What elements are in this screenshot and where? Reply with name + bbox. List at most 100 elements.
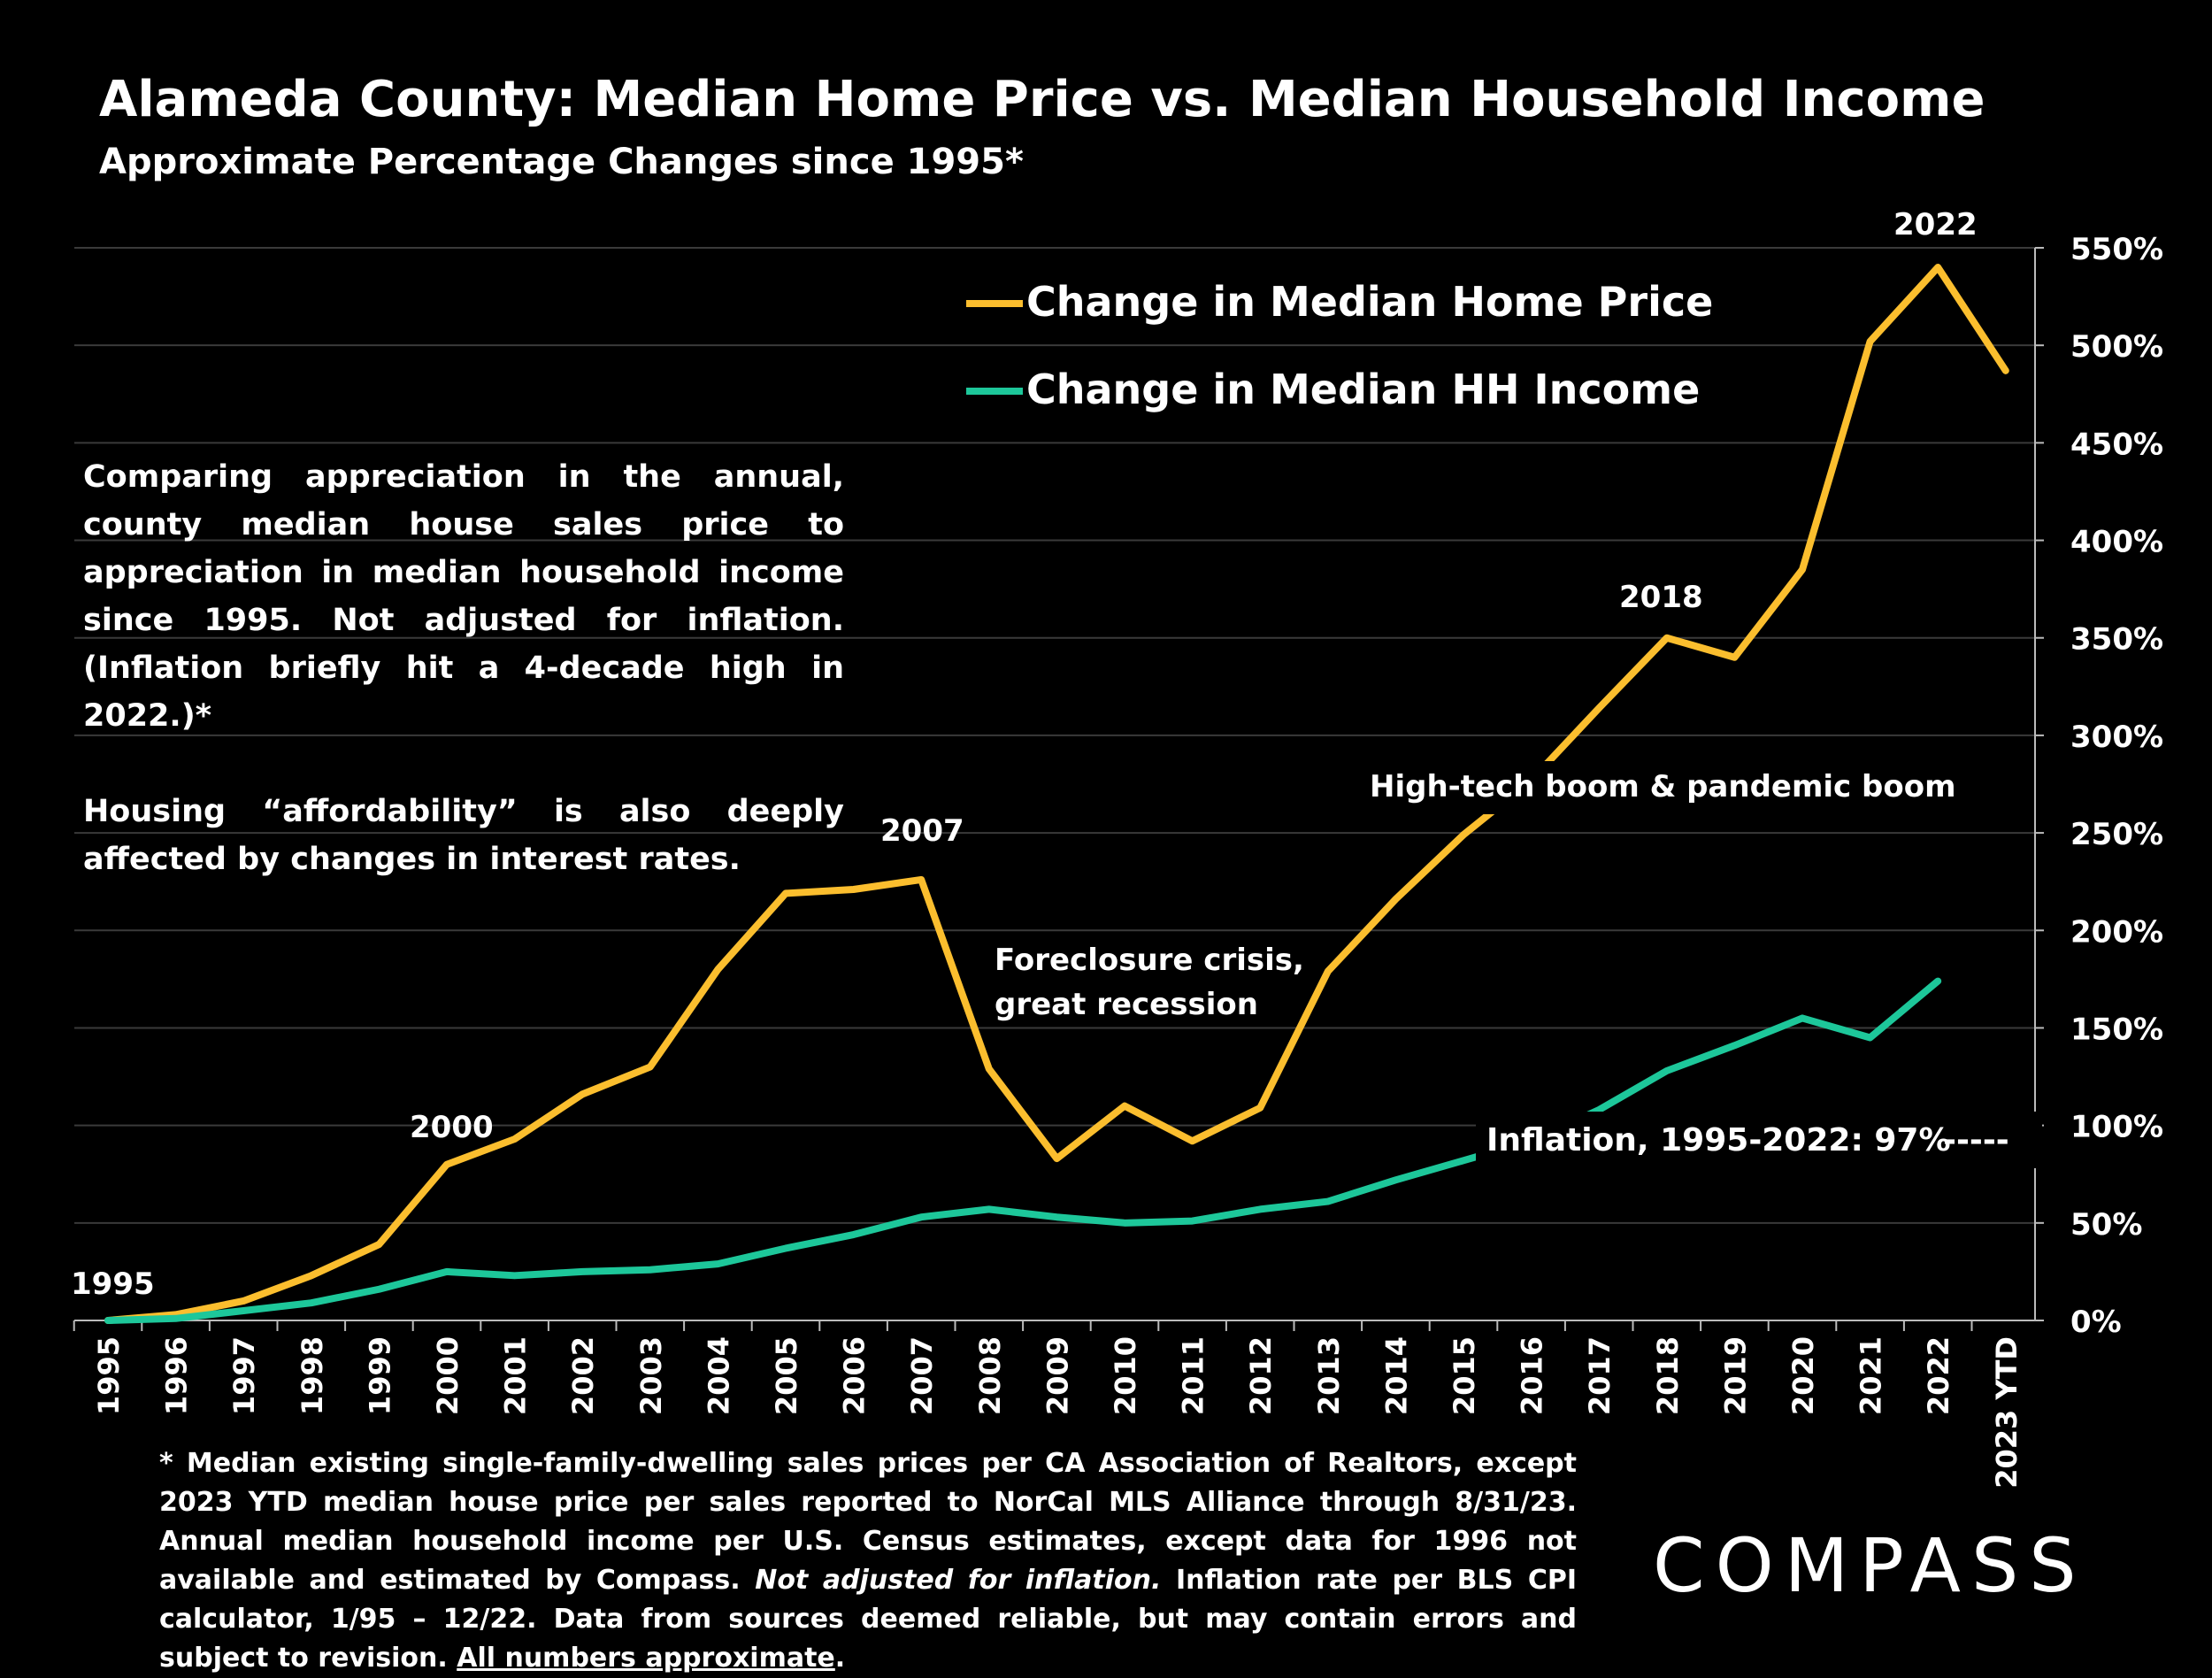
- footnote-italic: Not adjusted for inflation.: [755, 1565, 1162, 1596]
- data-point: [1257, 1206, 1263, 1212]
- data-point: [1663, 635, 1670, 641]
- data-point: [1122, 1103, 1127, 1109]
- data-point: [1732, 654, 1738, 660]
- y-tick-labels: 0% 50% 100% 150% 200% 250% 300% 350% 400% 450% 500…: [2070, 232, 2163, 1340]
- data-point: [376, 1286, 382, 1292]
- data-point: [986, 1206, 992, 1212]
- data-point: [918, 1214, 925, 1220]
- x-tick-label: 2020: [1786, 1336, 1820, 1415]
- page-subtitle: Approximate Percentage Changes since 199…: [99, 142, 1024, 182]
- annotation-2007: 2007: [880, 813, 964, 849]
- y-tick-label: 200%: [2070, 914, 2163, 950]
- chart-legend: Change in Median Home Price Change in Me…: [966, 278, 1713, 413]
- data-point: [173, 1315, 179, 1321]
- data-point: [1935, 978, 1941, 984]
- data-point: [1257, 1105, 1263, 1111]
- x-tick-label: 2011: [1177, 1336, 1210, 1415]
- y-tick-label: 500%: [2070, 329, 2163, 365]
- data-point: [647, 1064, 653, 1070]
- data-point: [308, 1273, 314, 1279]
- x-tick-label: 2001: [499, 1336, 533, 1415]
- x-tick-label: 2007: [905, 1336, 939, 1415]
- data-point: [241, 1297, 247, 1304]
- x-tick-label: 2015: [1448, 1336, 1481, 1415]
- footnote: * Median existing single-family-dwelling…: [159, 1444, 1577, 1678]
- data-point: [1800, 566, 1805, 573]
- x-tick-label: 2021: [1855, 1336, 1888, 1415]
- x-tick-label: 2003: [634, 1336, 668, 1415]
- data-point: [511, 1136, 518, 1143]
- data-point: [1596, 1107, 1602, 1113]
- data-point: [2002, 367, 2008, 373]
- annotation-2022: 2022: [1893, 207, 1978, 242]
- data-point: [783, 1245, 788, 1251]
- data-point: [1663, 1067, 1670, 1074]
- annotation-inflation: Inflation, 1995-2022: 97%: [1486, 1122, 1951, 1158]
- legend-label-hh-income: Change in Median HH Income: [1026, 366, 1700, 413]
- x-tick-label: 2023 YTD: [1990, 1336, 2024, 1489]
- footnote-end: .: [834, 1643, 846, 1674]
- data-point: [580, 1268, 586, 1274]
- footnote-underlined: All numbers approximate: [457, 1643, 835, 1674]
- gridlines: [74, 247, 2035, 1224]
- x-tick-label: 2000: [431, 1336, 465, 1415]
- data-point: [647, 1266, 653, 1273]
- y-tick-label: 550%: [2070, 232, 2163, 267]
- x-tick-label: 1997: [227, 1336, 261, 1415]
- data-point: [850, 1232, 856, 1238]
- note-paragraph-1: Comparing appreciation in the annual, co…: [83, 459, 844, 734]
- data-point: [1596, 705, 1602, 712]
- x-tick-label: 2016: [1516, 1336, 1549, 1415]
- y-tick-label: 50%: [2070, 1207, 2142, 1243]
- data-point: [511, 1273, 518, 1279]
- x-tick-label: 2002: [566, 1336, 600, 1415]
- y-tick-label: 400%: [2070, 525, 2163, 560]
- annotation-boom: High-tech boom & pandemic boom: [1370, 769, 1956, 804]
- data-point: [1122, 1220, 1127, 1226]
- x-tick-label: 2004: [702, 1336, 735, 1415]
- annotation-2000: 2000: [410, 1110, 494, 1145]
- legend-label-home-price: Change in Median Home Price: [1026, 278, 1713, 326]
- data-point: [580, 1091, 586, 1097]
- data-point: [1189, 1138, 1195, 1144]
- footnote-part1: * Median existing single-family-dwelling…: [159, 1448, 1577, 1596]
- data-point: [444, 1268, 449, 1274]
- x-tick-label: 2012: [1244, 1336, 1278, 1415]
- x-tick-label: 2017: [1583, 1336, 1617, 1415]
- x-tick-label: 2014: [1379, 1336, 1413, 1415]
- boom-label-backdrop: [1363, 761, 1925, 814]
- series-line-hh-income: [104, 977, 1942, 1324]
- x-tick-label: 1995: [92, 1336, 126, 1415]
- data-point: [1461, 832, 1466, 838]
- data-point: [105, 1318, 111, 1323]
- data-point: [783, 890, 788, 897]
- data-point: [1867, 1035, 1873, 1041]
- annotation-inflation-dash: -----: [1943, 1122, 2009, 1158]
- data-point: [241, 1307, 247, 1313]
- data-point: [918, 876, 925, 882]
- data-point: [308, 1300, 314, 1306]
- annotation-1995: 1995: [71, 1266, 155, 1302]
- y-tick-label: 250%: [2070, 817, 2163, 852]
- data-point: [715, 966, 721, 973]
- data-point: [715, 1261, 721, 1267]
- data-point: [1325, 968, 1331, 974]
- data-point: [850, 886, 856, 892]
- x-tick-label: 2013: [1312, 1336, 1346, 1415]
- x-tick-label: 2008: [973, 1336, 1007, 1415]
- data-point: [1935, 265, 1941, 271]
- data-point: [1393, 897, 1399, 903]
- note-paragraph-2: Housing “affordability” is also deeply a…: [83, 794, 844, 877]
- x-tick-label: 1998: [296, 1336, 329, 1415]
- y-tick-label: 100%: [2070, 1110, 2163, 1145]
- y-tick-label: 300%: [2070, 720, 2163, 755]
- y-tick-label: 0%: [2070, 1305, 2122, 1340]
- x-tick-label: 2005: [770, 1336, 803, 1415]
- annotation-foreclosure-line1: Foreclosure crisis,: [995, 943, 1304, 978]
- x-tick-label: 2022: [1922, 1336, 1955, 1415]
- x-tick-label: 2006: [838, 1336, 872, 1415]
- data-point: [986, 1066, 992, 1072]
- y-tick-label: 150%: [2070, 1012, 2163, 1047]
- x-tick-label: 2018: [1651, 1336, 1685, 1415]
